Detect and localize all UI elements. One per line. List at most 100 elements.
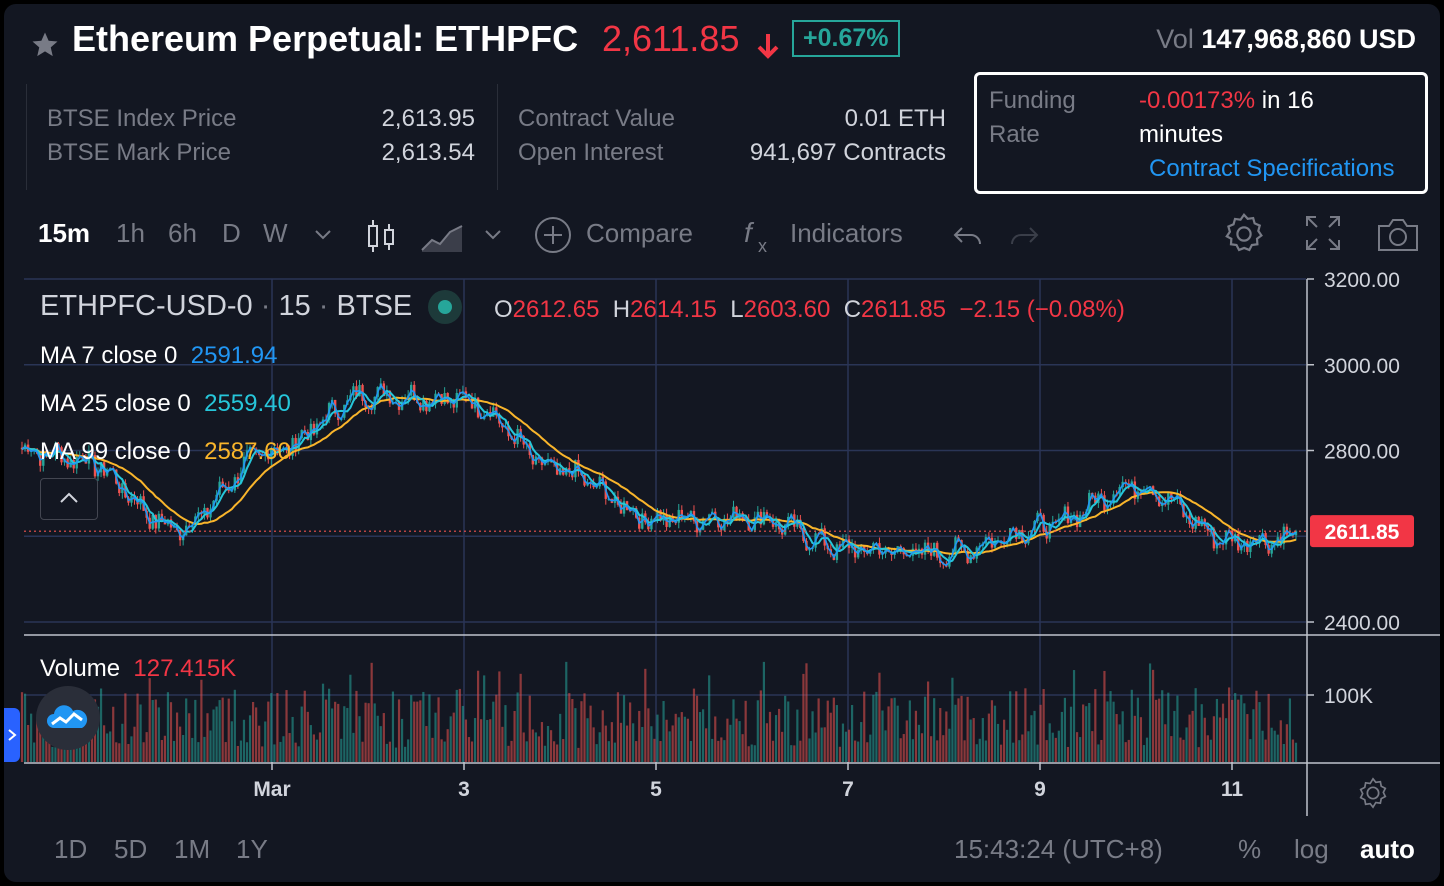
range-1m[interactable]: 1M — [174, 834, 211, 864]
volume-bar — [331, 708, 334, 762]
chart-type-area-icon[interactable] — [420, 220, 464, 254]
volume-bar — [765, 723, 769, 762]
ma7-line — [21, 383, 1297, 567]
volume-bar — [124, 693, 127, 762]
volume-bar — [923, 696, 927, 762]
volume-bar — [139, 704, 142, 762]
redo-icon[interactable] — [1008, 224, 1040, 250]
volume-bar — [1021, 734, 1024, 762]
percent-scale-toggle[interactable]: % — [1238, 834, 1262, 864]
interval-d[interactable]: D — [222, 218, 241, 248]
volume-bar — [486, 719, 489, 762]
volume-bar — [346, 707, 349, 762]
volume-bar — [33, 742, 36, 762]
x-tick-label: 3 — [458, 778, 470, 801]
mark-price-label: BTSE Mark Price — [47, 139, 232, 166]
volume-bar — [674, 713, 677, 762]
volume-bar — [404, 746, 407, 762]
volume-bar — [437, 697, 440, 762]
volume-bar — [69, 740, 72, 762]
volume-bar — [1258, 702, 1261, 762]
volume-bar — [461, 705, 464, 762]
funding-label: Funding — [989, 87, 1076, 114]
candles-icon[interactable] — [364, 216, 398, 256]
volume-bar — [863, 691, 866, 762]
volume-bar — [595, 744, 598, 762]
range-1d[interactable]: 1D — [54, 834, 88, 864]
volume-bar — [960, 695, 963, 762]
volume-bar — [1115, 714, 1118, 762]
volume-bar — [1054, 737, 1057, 762]
chevron-down-icon[interactable] — [314, 228, 332, 242]
volume-bar — [580, 701, 583, 762]
compare-button[interactable]: Compare — [586, 218, 693, 248]
axis-settings-icon[interactable] — [1356, 776, 1390, 810]
volume-bar — [838, 746, 842, 762]
tradingview-logo[interactable] — [36, 686, 100, 750]
volume-bar — [1291, 739, 1295, 762]
range-1y[interactable]: 1Y — [236, 834, 268, 864]
volume-bar — [963, 740, 966, 762]
volume-bar — [452, 712, 455, 762]
volume-bar — [334, 701, 337, 762]
volume-bar — [118, 743, 121, 762]
volume-bar — [1218, 717, 1222, 762]
volume-bar — [945, 711, 948, 762]
volume-bar — [820, 727, 823, 762]
chart-widget: Ethereum Perpetual: ETHPFC 2,611.85 +0.6… — [4, 4, 1440, 882]
indicators-button[interactable]: Indicators — [790, 218, 903, 248]
volume-bar — [495, 694, 498, 762]
volume-bar — [549, 730, 553, 762]
volume-bar — [543, 745, 547, 762]
volume-bar — [698, 712, 702, 762]
interval-1h[interactable]: 1h — [116, 218, 145, 248]
undo-icon[interactable] — [952, 224, 984, 250]
plus-circle-icon[interactable] — [534, 216, 572, 254]
star-icon[interactable] — [30, 30, 60, 60]
chevron-down-icon[interactable] — [484, 228, 502, 242]
volume-bar — [705, 728, 708, 762]
volume-bar — [799, 740, 802, 762]
range-5d[interactable]: 5D — [114, 834, 148, 864]
volume-bar — [364, 702, 367, 762]
collapse-legend-button[interactable] — [40, 478, 98, 520]
volume-bar — [814, 732, 817, 762]
volume-bar — [1185, 727, 1188, 762]
volume-bar — [905, 720, 908, 762]
open-interest-value: 941,697 Contracts — [749, 139, 946, 166]
log-scale-toggle[interactable]: log — [1294, 834, 1329, 864]
interval-w[interactable]: W — [263, 218, 288, 248]
volume-bar — [179, 726, 182, 762]
volume-bar — [890, 698, 893, 762]
auto-scale-toggle[interactable]: auto — [1360, 834, 1415, 864]
volume-bar — [185, 698, 188, 762]
settings-gear-icon[interactable] — [1222, 212, 1266, 256]
volume-bar — [686, 718, 689, 762]
contract-specifications-link[interactable]: Contract Specifications — [1149, 155, 1395, 182]
volume-bar — [1015, 691, 1018, 762]
volume-bar — [1024, 688, 1027, 762]
legend-ma99: MA 99 close 0 2587.60 — [40, 438, 291, 465]
interval-15m[interactable]: 15m — [38, 218, 91, 248]
volume-bar — [717, 740, 720, 762]
volume-bar — [726, 718, 729, 762]
volume-bar — [382, 713, 385, 762]
interval-6h[interactable]: 6h — [168, 218, 197, 248]
volume-bar — [501, 726, 504, 762]
volume-bar — [212, 709, 215, 762]
volume-bar — [711, 738, 714, 762]
volume-bar — [1243, 703, 1246, 762]
volume-bar — [294, 742, 297, 762]
volume-bar — [768, 711, 772, 762]
clock[interactable]: 15:43:24 (UTC+8) — [954, 834, 1163, 864]
last-price-label: 2611.85 — [1325, 521, 1400, 544]
volume-bar — [470, 741, 474, 762]
fullscreen-icon[interactable] — [1304, 214, 1342, 252]
camera-icon[interactable] — [1376, 214, 1420, 254]
side-panel-toggle[interactable] — [4, 708, 20, 762]
volume-bar — [449, 716, 452, 762]
volume-bar — [556, 744, 559, 762]
volume-bar — [1148, 663, 1152, 762]
volume-bar — [145, 732, 148, 762]
